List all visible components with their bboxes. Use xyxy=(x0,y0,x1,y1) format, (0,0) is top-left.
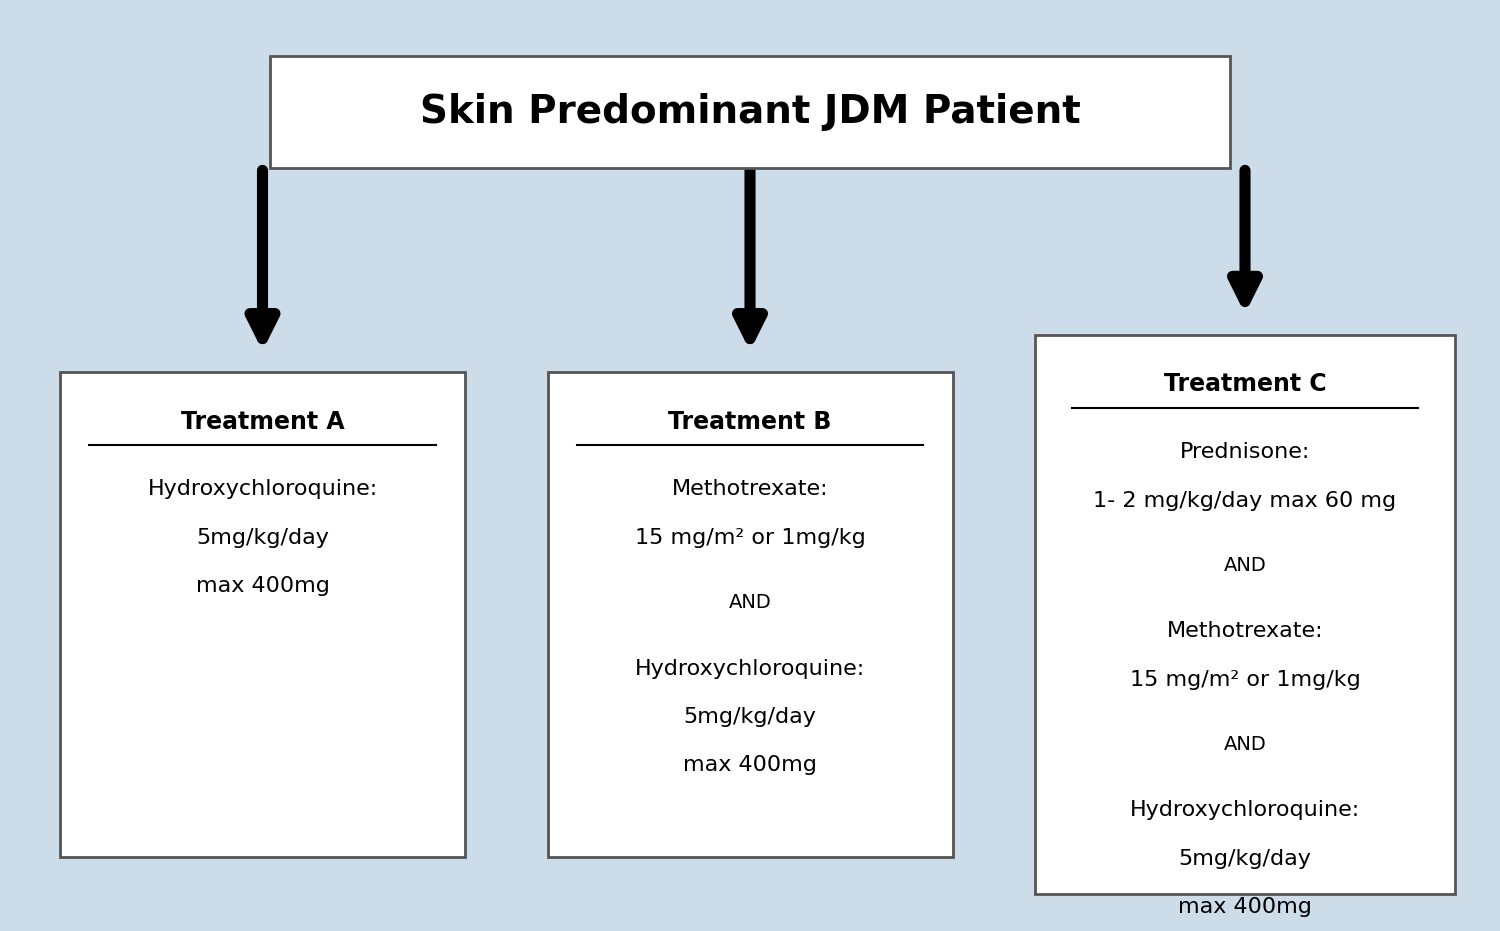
Text: AND: AND xyxy=(729,593,771,613)
Text: Treatment A: Treatment A xyxy=(180,410,345,434)
FancyBboxPatch shape xyxy=(270,56,1230,168)
Text: Treatment C: Treatment C xyxy=(1164,372,1326,397)
Text: max 400mg: max 400mg xyxy=(682,755,818,776)
Text: Treatment B: Treatment B xyxy=(669,410,831,434)
Text: 15 mg/m² or 1mg/kg: 15 mg/m² or 1mg/kg xyxy=(634,528,866,547)
FancyBboxPatch shape xyxy=(548,372,952,857)
Text: Methotrexate:: Methotrexate: xyxy=(1167,621,1323,641)
FancyBboxPatch shape xyxy=(60,372,465,857)
Text: Methotrexate:: Methotrexate: xyxy=(672,479,828,499)
Text: AND: AND xyxy=(1224,556,1266,575)
Text: Hydroxychloroquine:: Hydroxychloroquine: xyxy=(1130,801,1360,820)
FancyBboxPatch shape xyxy=(1035,335,1455,894)
Text: max 400mg: max 400mg xyxy=(1178,897,1312,917)
Text: 5mg/kg/day: 5mg/kg/day xyxy=(684,707,816,727)
Text: max 400mg: max 400mg xyxy=(195,576,330,596)
Text: 1- 2 mg/kg/day max 60 mg: 1- 2 mg/kg/day max 60 mg xyxy=(1094,491,1396,510)
Text: Hydroxychloroquine:: Hydroxychloroquine: xyxy=(634,658,866,679)
Text: Skin Predominant JDM Patient: Skin Predominant JDM Patient xyxy=(420,93,1080,130)
Text: 15 mg/m² or 1mg/kg: 15 mg/m² or 1mg/kg xyxy=(1130,669,1360,690)
Text: Hydroxychloroquine:: Hydroxychloroquine: xyxy=(147,479,378,499)
Text: Prednisone:: Prednisone: xyxy=(1180,442,1310,462)
Text: AND: AND xyxy=(1224,735,1266,754)
Text: 5mg/kg/day: 5mg/kg/day xyxy=(196,528,328,547)
Text: 5mg/kg/day: 5mg/kg/day xyxy=(1179,849,1311,869)
